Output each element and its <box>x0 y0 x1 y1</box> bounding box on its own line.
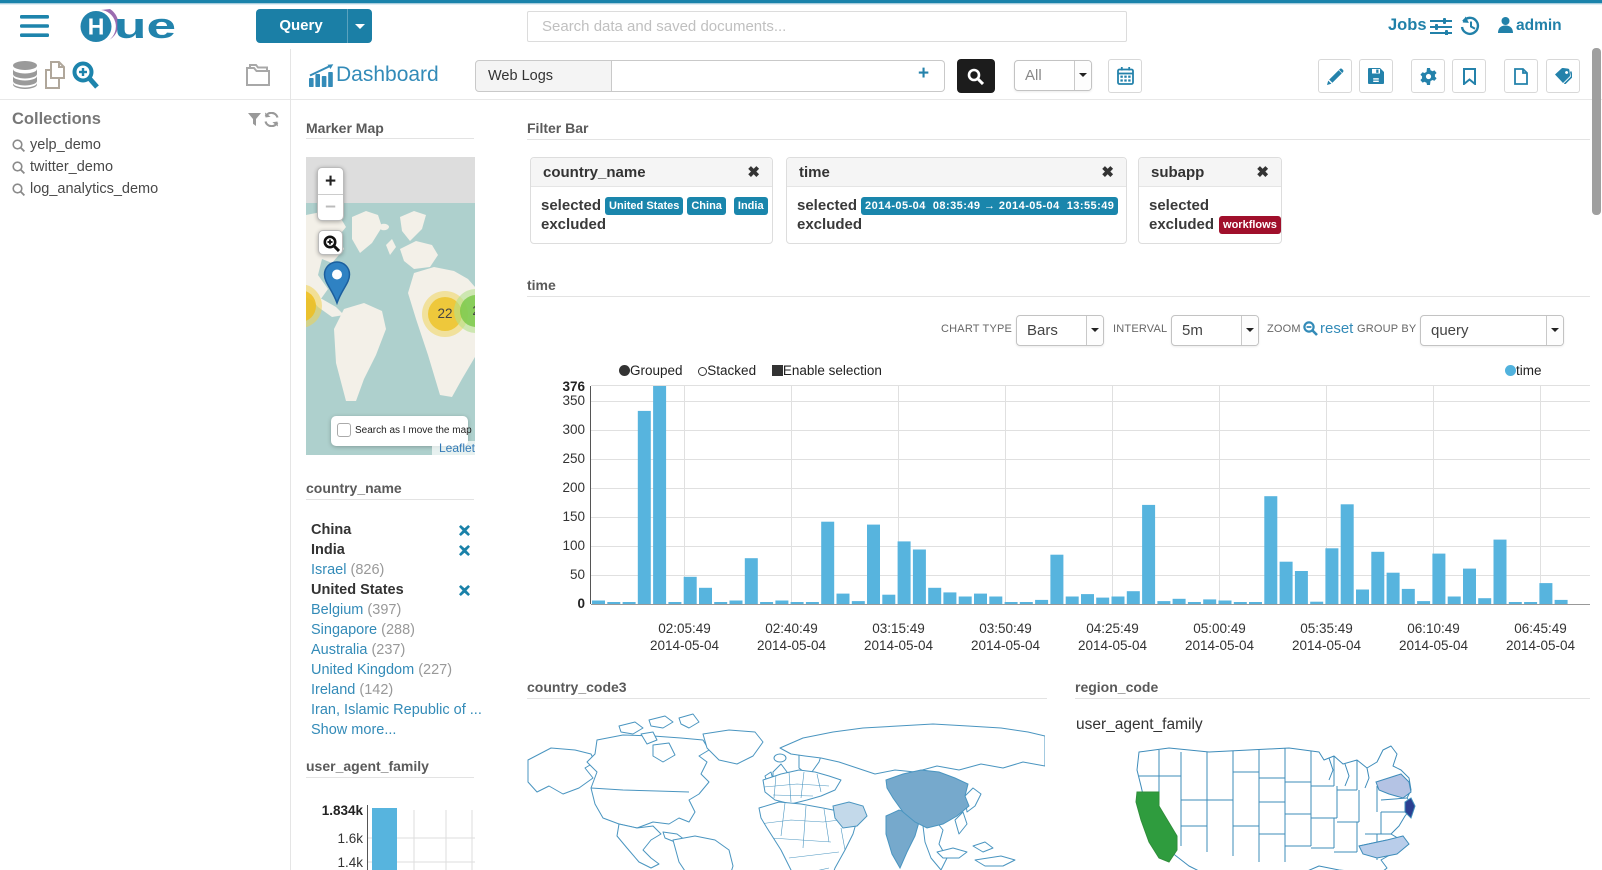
svg-text:2014-05-04: 2014-05-04 <box>1506 638 1576 653</box>
svg-text:0: 0 <box>577 596 585 611</box>
svg-text:200: 200 <box>562 480 585 495</box>
svg-text:2014-05-04: 2014-05-04 <box>971 638 1041 653</box>
svg-text:03:15:49: 03:15:49 <box>872 621 925 636</box>
svg-text:ue: ue <box>114 7 176 46</box>
svg-text:50: 50 <box>570 567 585 582</box>
svg-text:250: 250 <box>562 451 585 466</box>
svg-text:2014-05-04: 2014-05-04 <box>1292 638 1362 653</box>
svg-text:05:00:49: 05:00:49 <box>1193 621 1246 636</box>
svg-text:05:35:49: 05:35:49 <box>1300 621 1353 636</box>
svg-text:H: H <box>88 14 105 40</box>
svg-text:06:45:49: 06:45:49 <box>1514 621 1567 636</box>
svg-text:1.6k: 1.6k <box>337 831 363 846</box>
svg-text:100: 100 <box>562 538 585 553</box>
svg-text:02:05:49: 02:05:49 <box>658 621 711 636</box>
svg-text:1.4k: 1.4k <box>337 855 363 870</box>
svg-text:2014-05-04: 2014-05-04 <box>1185 638 1255 653</box>
svg-text:2014-05-04: 2014-05-04 <box>650 638 720 653</box>
svg-text:376: 376 <box>562 379 585 394</box>
svg-text:300: 300 <box>562 422 585 437</box>
svg-text:06:10:49: 06:10:49 <box>1407 621 1460 636</box>
svg-text:03:50:49: 03:50:49 <box>979 621 1032 636</box>
svg-text:2014-05-04: 2014-05-04 <box>864 638 934 653</box>
svg-text:02:40:49: 02:40:49 <box>765 621 818 636</box>
svg-text:1.834k: 1.834k <box>322 803 364 818</box>
svg-text:04:25:49: 04:25:49 <box>1086 621 1139 636</box>
svg-text:350: 350 <box>562 393 585 408</box>
svg-text:2014-05-04: 2014-05-04 <box>1399 638 1469 653</box>
svg-text:150: 150 <box>562 509 585 524</box>
svg-text:2014-05-04: 2014-05-04 <box>1078 638 1148 653</box>
svg-text:2014-05-04: 2014-05-04 <box>757 638 827 653</box>
